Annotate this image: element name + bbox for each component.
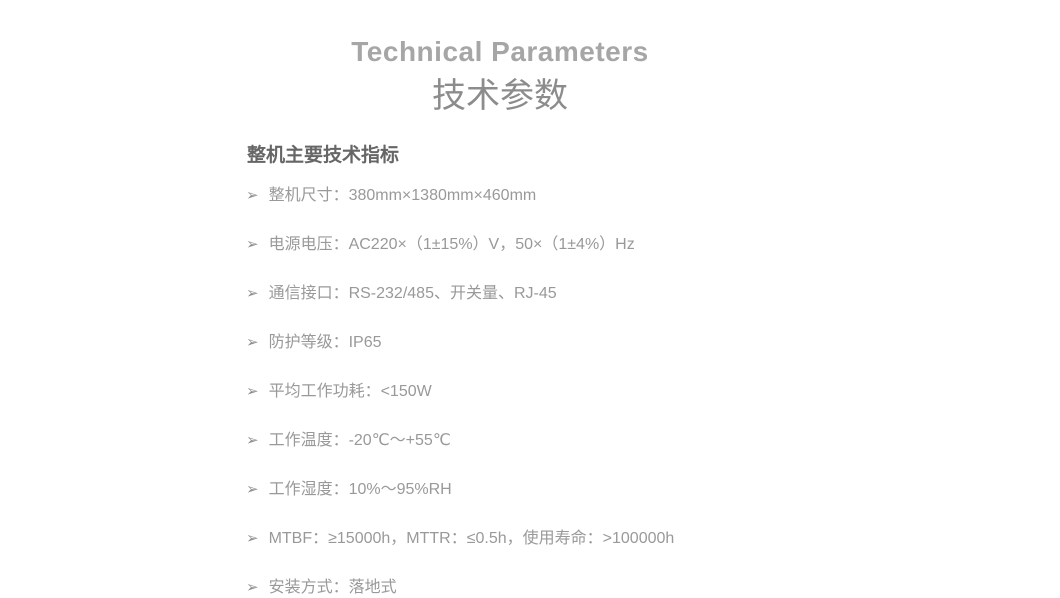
spec-item-operating-humidity: ➢ 工作湿度：10%～95%RH: [246, 481, 674, 499]
spec-list: ➢ 整机尺寸：380mm×1380mm×460mm ➢ 电源电压：AC220×（…: [246, 187, 674, 598]
spec-item-average-power: ➢ 平均工作功耗：<150W: [246, 383, 674, 401]
spec-item-dimensions: ➢ 整机尺寸：380mm×1380mm×460mm: [246, 187, 674, 205]
arrow-bullet-icon: ➢: [246, 236, 259, 253]
section-heading: 整机主要技术指标: [247, 145, 400, 166]
spec-item-protection-rating: ➢ 防护等级：IP65: [246, 334, 674, 352]
arrow-bullet-icon: ➢: [246, 432, 259, 449]
arrow-bullet-icon: ➢: [246, 187, 259, 204]
spec-item-communication-interface: ➢ 通信接口：RS-232/485、开关量、RJ-45: [246, 285, 674, 303]
spec-item-text: 整机尺寸：380mm×1380mm×460mm: [268, 187, 537, 204]
spec-item-text: 通信接口：RS-232/485、开关量、RJ-45: [268, 285, 557, 302]
spec-item-installation-method: ➢ 安装方式：落地式: [246, 579, 674, 597]
page-title-english: Technical Parameters: [351, 36, 649, 67]
spec-item-text: 电源电压：AC220×（1±15%）V，50×（1±4%）Hz: [268, 236, 635, 253]
spec-item-text: 工作温度：-20℃～+55℃: [268, 432, 451, 449]
arrow-bullet-icon: ➢: [246, 285, 259, 302]
arrow-bullet-icon: ➢: [246, 530, 259, 547]
spec-item-text: 平均工作功耗：<150W: [268, 383, 432, 400]
arrow-bullet-icon: ➢: [246, 481, 259, 498]
spec-item-mtbf-mttr-lifespan: ➢ MTBF：≥15000h，MTTR：≤0.5h，使用寿命：>100000h: [246, 530, 674, 548]
arrow-bullet-icon: ➢: [246, 334, 259, 351]
spec-item-operating-temperature: ➢ 工作温度：-20℃～+55℃: [246, 432, 674, 450]
spec-item-text: 防护等级：IP65: [268, 334, 382, 351]
arrow-bullet-icon: ➢: [246, 383, 259, 400]
spec-item-text: 工作湿度：10%～95%RH: [268, 481, 452, 498]
spec-item-text: MTBF：≥15000h，MTTR：≤0.5h，使用寿命：>100000h: [268, 530, 675, 547]
spec-item-power-voltage: ➢ 电源电压：AC220×（1±15%）V，50×（1±4%）Hz: [246, 236, 674, 254]
technical-parameters-page: Technical Parameters 技术参数 整机主要技术指标 ➢ 整机尺…: [246, 36, 674, 598]
arrow-bullet-icon: ➢: [246, 579, 259, 596]
page-title-chinese: 技术参数: [432, 77, 568, 115]
spec-item-text: 安装方式：落地式: [268, 579, 397, 596]
